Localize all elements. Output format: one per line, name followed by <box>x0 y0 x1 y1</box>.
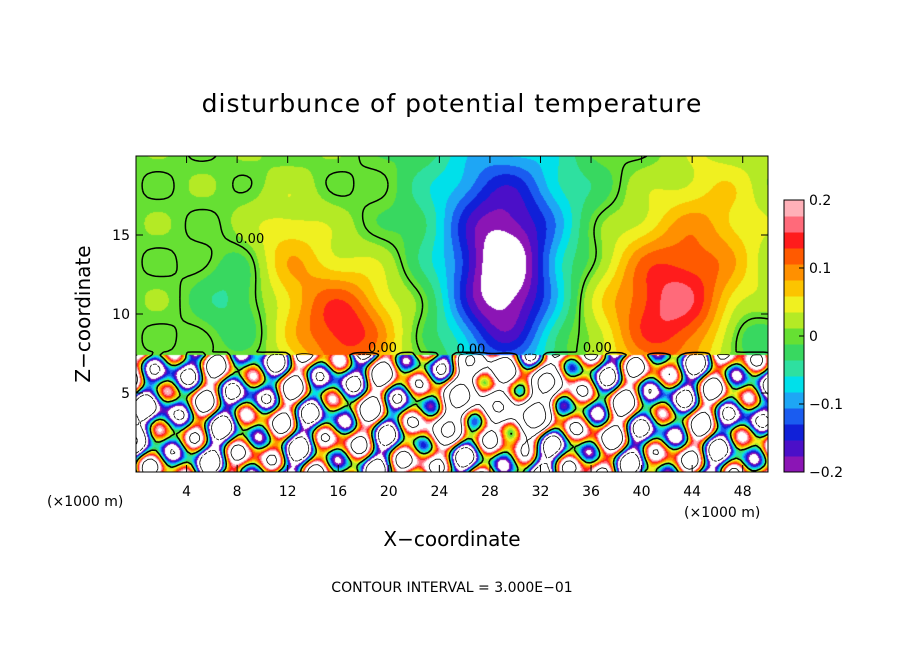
y-tick-label: 10 <box>112 307 130 323</box>
x-tick-label: 40 <box>633 484 651 500</box>
x-tick-label: 16 <box>329 484 347 500</box>
contour-negative <box>136 353 768 472</box>
colorbar-swatch <box>784 344 804 361</box>
colorbar-tick-label: −0.1 <box>809 397 843 413</box>
colorbar-swatch <box>784 280 804 297</box>
contour-label: 0.00 <box>235 232 264 247</box>
colorbar-swatch <box>784 248 804 265</box>
colorbar-tick-label: 0 <box>809 329 818 345</box>
colorbar-swatch <box>784 440 804 457</box>
x-unit-left: (×1000 m) <box>47 494 123 510</box>
colorbar-swatch <box>784 232 804 249</box>
x-unit-right: (×1000 m) <box>684 505 760 521</box>
contour-line <box>136 353 763 472</box>
y-tick-label: 5 <box>121 386 130 402</box>
chart-title: disturbunce of potential temperature <box>202 89 703 118</box>
contour-label: 0.00 <box>368 341 397 356</box>
colorbar-swatch <box>784 376 804 393</box>
heatmap-field <box>136 156 768 472</box>
contour-interval-note: CONTOUR INTERVAL = 3.000E−01 <box>331 580 572 596</box>
colorbar-swatch <box>784 200 804 217</box>
y-tick-label: 15 <box>112 228 130 244</box>
colorbar-swatch <box>784 264 804 281</box>
y-axis-label: Z−coordinate <box>71 245 95 382</box>
x-tick-label: 28 <box>481 484 499 500</box>
colorbar-swatch <box>784 312 804 329</box>
x-tick-label: 44 <box>683 484 701 500</box>
contour-label: 0.00 <box>456 343 485 358</box>
x-tick-label: 48 <box>734 484 752 500</box>
contour-line <box>440 355 556 438</box>
plot-area <box>136 156 768 472</box>
x-axis: 4 8 12 16 20 24 28 32 36 40 44 48 <box>182 156 752 500</box>
colorbar-swatch <box>784 216 804 233</box>
x-axis-label: X−coordinate <box>383 527 520 551</box>
x-tick-label: 32 <box>532 484 550 500</box>
x-tick-label: 36 <box>582 484 600 500</box>
colorbar-tick-label: 0.1 <box>809 261 831 277</box>
colorbar-swatch <box>784 328 804 345</box>
x-tick-label: 12 <box>279 484 297 500</box>
colorbar-swatch <box>784 424 804 441</box>
x-tick-label: 24 <box>430 484 448 500</box>
colorbar-swatch <box>784 296 804 313</box>
colorbar-swatch <box>784 456 804 473</box>
colorbar-tick-label: 0.2 <box>809 193 831 209</box>
colorbar-tick-label: −0.2 <box>809 465 843 481</box>
contour-labels: 0.00 0.00 0.00 0.00 <box>235 232 612 358</box>
colorbar-swatch <box>784 408 804 425</box>
colorbar: 0.2 0.1 0 −0.1 −0.2 <box>783 193 843 481</box>
x-tick-label: 20 <box>380 484 398 500</box>
x-tick-label: 4 <box>182 484 191 500</box>
y-axis: 5 10 15 <box>112 228 768 402</box>
x-tick-label: 8 <box>233 484 242 500</box>
colorbar-swatch <box>784 360 804 377</box>
colorbar-swatch <box>784 392 804 409</box>
contour-label: 0.00 <box>583 341 612 356</box>
